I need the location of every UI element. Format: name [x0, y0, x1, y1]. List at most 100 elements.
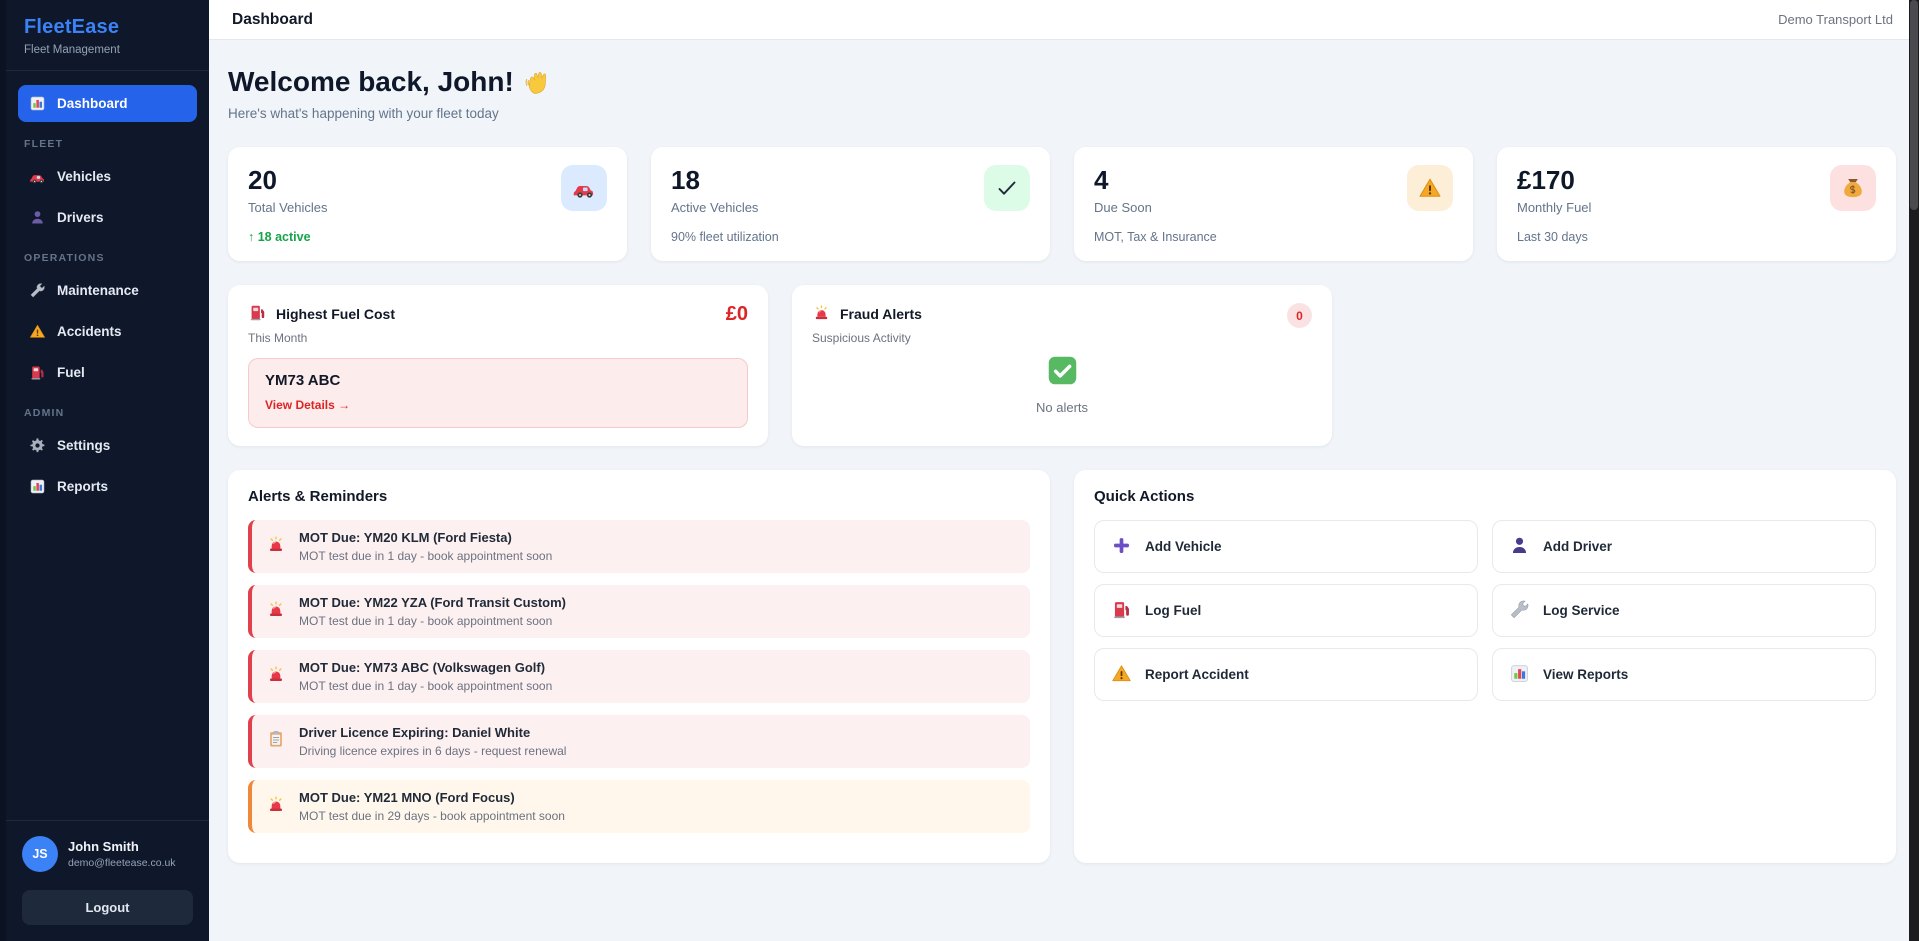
alert-description: MOT test due in 29 days - book appointme… — [299, 809, 565, 823]
dashboard-content: Welcome back, John! Here's what's happen… — [209, 40, 1919, 941]
quick-action-label: Log Service — [1543, 603, 1620, 618]
stat-card-due-soon: 4 Due Soon MOT, Tax & Insurance — [1074, 147, 1473, 261]
log-fuel-button[interactable]: Log Fuel — [1094, 584, 1478, 637]
brand-name: FleetEase — [24, 16, 120, 38]
stat-label: Monthly Fuel — [1517, 200, 1592, 215]
alert-item[interactable]: MOT Due: YM22 YZA (Ford Transit Custom) … — [248, 585, 1030, 638]
welcome-heading: Welcome back, John! — [228, 66, 1896, 98]
card-title: Highest Fuel Cost — [276, 306, 396, 322]
plus-icon — [1111, 535, 1132, 559]
avatar: JS — [22, 836, 58, 872]
alert-item[interactable]: MOT Due: YM73 ABC (Volkswagen Golf) MOT … — [248, 650, 1030, 703]
sidebar-item-label: Drivers — [57, 210, 104, 225]
wrench-icon — [29, 282, 46, 299]
person-icon — [29, 209, 46, 226]
fuel-pump-icon — [1111, 599, 1132, 623]
profile-email: demo@fleetease.co.uk — [68, 857, 176, 869]
sidebar-nav: Dashboard FLEET Vehicles Drivers OPERATI… — [6, 71, 209, 820]
stat-value: 4 — [1094, 165, 1109, 195]
money-bag-icon — [1830, 165, 1876, 211]
bar-chart-icon — [29, 478, 46, 495]
alert-title: Driver Licence Expiring: Daniel White — [299, 725, 531, 740]
page-scrollbar[interactable] — [1909, 0, 1919, 941]
highest-fuel-cost-card: Highest Fuel Cost This Month £0 YM73 ABC… — [228, 285, 768, 446]
add-driver-button[interactable]: Add Driver — [1492, 520, 1876, 573]
stat-card-total-vehicles: 20 Total Vehicles ↑ 18 active — [228, 147, 627, 261]
alert-item[interactable]: MOT Due: YM20 KLM (Ford Fiesta) MOT test… — [248, 520, 1030, 573]
main-area: Dashboard Demo Transport Ltd Welcome bac… — [209, 0, 1919, 941]
brand: FleetEase Fleet Management — [6, 0, 209, 71]
sidebar-item-accidents[interactable]: Accidents — [18, 313, 197, 350]
sidebar-section-fleet: FLEET — [24, 138, 64, 150]
green-check-icon — [1046, 354, 1079, 392]
stat-sub: MOT, Tax & Insurance — [1094, 230, 1217, 244]
person-icon — [1509, 535, 1530, 559]
check-icon — [984, 165, 1030, 211]
alert-item[interactable]: MOT Due: YM21 MNO (Ford Focus) MOT test … — [248, 780, 1030, 833]
card-title: Fraud Alerts — [840, 306, 922, 322]
siren-icon — [266, 664, 286, 689]
stat-sub: 90% fleet utilization — [671, 230, 779, 244]
siren-icon — [266, 794, 286, 819]
sidebar-item-dashboard[interactable]: Dashboard — [18, 85, 197, 122]
scrollbar-thumb[interactable] — [1910, 0, 1918, 210]
wave-icon — [522, 67, 551, 96]
quick-action-label: Add Vehicle — [1145, 539, 1222, 554]
card-subtitle: This Month — [248, 331, 308, 345]
sidebar-item-label: Settings — [57, 438, 111, 453]
stat-cards-row: 20 Total Vehicles ↑ 18 active 18 Active … — [228, 147, 1896, 261]
warning-icon — [29, 323, 46, 340]
topbar: Dashboard Demo Transport Ltd — [209, 0, 1919, 40]
sidebar-item-drivers[interactable]: Drivers — [18, 199, 197, 236]
sidebar-item-fuel[interactable]: Fuel — [18, 354, 197, 391]
empty-grid-cell — [1356, 285, 1896, 446]
middle-cards-row: Highest Fuel Cost This Month £0 YM73 ABC… — [228, 285, 1896, 446]
profile-name: John Smith — [68, 839, 139, 854]
gear-icon — [29, 437, 46, 454]
card-subtitle: Suspicious Activity — [812, 331, 911, 345]
quick-action-label: Log Fuel — [1145, 603, 1202, 618]
logout-button[interactable]: Logout — [22, 890, 193, 925]
siren-icon — [266, 599, 286, 624]
alert-description: MOT test due in 1 day - book appointment… — [299, 679, 553, 693]
warning-icon — [1111, 663, 1132, 687]
sidebar-item-reports[interactable]: Reports — [18, 468, 197, 505]
user-profile: JS John Smith demo@fleetease.co.uk — [6, 820, 209, 882]
clipboard-icon — [266, 729, 286, 754]
quick-action-label: Add Driver — [1543, 539, 1613, 554]
vehicle-registration: YM73 ABC — [265, 372, 341, 389]
alert-item[interactable]: Driver Licence Expiring: Daniel White Dr… — [248, 715, 1030, 768]
sidebar: FleetEase Fleet Management Dashboard FLE… — [0, 0, 209, 941]
sidebar-item-label: Maintenance — [57, 283, 139, 298]
warning-icon — [1407, 165, 1453, 211]
welcome-text: Welcome back, John! — [228, 66, 514, 97]
sidebar-item-vehicles[interactable]: Vehicles — [18, 158, 197, 195]
alerts-reminders-panel: Alerts & Reminders MOT Due: YM20 KLM (Fo… — [228, 470, 1050, 863]
quick-action-label: View Reports — [1543, 667, 1629, 682]
view-details-link[interactable]: View Details → — [265, 398, 351, 412]
alert-title: MOT Due: YM73 ABC (Volkswagen Golf) — [299, 660, 546, 675]
view-reports-button[interactable]: View Reports — [1492, 648, 1876, 701]
sidebar-section-admin: ADMIN — [24, 407, 65, 419]
fuel-cost-amount: £0 — [725, 303, 748, 325]
fuel-cost-highlight: YM73 ABC View Details → — [248, 358, 748, 428]
alert-description: MOT test due in 1 day - book appointment… — [299, 614, 553, 628]
stat-card-active-vehicles: 18 Active Vehicles 90% fleet utilization — [651, 147, 1050, 261]
alert-description: Driving licence expires in 6 days - requ… — [299, 744, 567, 758]
sidebar-item-maintenance[interactable]: Maintenance — [18, 272, 197, 309]
wrench-icon — [1509, 599, 1530, 623]
stat-label: Due Soon — [1094, 200, 1152, 215]
log-service-button[interactable]: Log Service — [1492, 584, 1876, 637]
report-accident-button[interactable]: Report Accident — [1094, 648, 1478, 701]
fraud-count-badge: 0 — [1287, 303, 1312, 328]
bottom-panels-row: Alerts & Reminders MOT Due: YM20 KLM (Fo… — [228, 470, 1896, 863]
siren-icon — [266, 534, 286, 559]
alert-title: MOT Due: YM21 MNO (Ford Focus) — [299, 790, 515, 805]
company-name: Demo Transport Ltd — [1778, 12, 1893, 27]
fraud-alerts-card: Fraud Alerts Suspicious Activity 0 No al… — [792, 285, 1332, 446]
add-vehicle-button[interactable]: Add Vehicle — [1094, 520, 1478, 573]
quick-actions-panel: Quick Actions Add Vehicle Add Driver Log… — [1074, 470, 1896, 863]
sidebar-item-label: Fuel — [57, 365, 85, 380]
sidebar-item-settings[interactable]: Settings — [18, 427, 197, 464]
no-alerts-text: No alerts — [1035, 400, 1089, 415]
